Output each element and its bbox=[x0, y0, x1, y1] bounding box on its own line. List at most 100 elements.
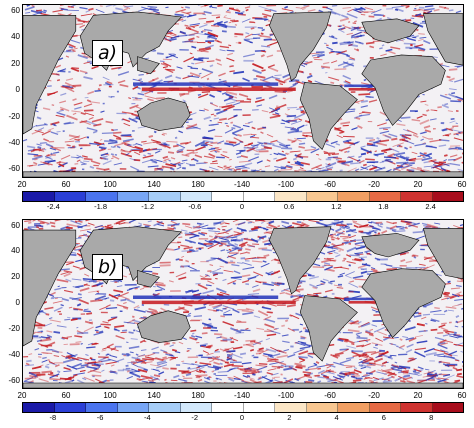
anomaly-streak bbox=[282, 340, 290, 344]
y-tick-label: -20 bbox=[8, 323, 20, 333]
colorbar-tick-label: -2 bbox=[191, 413, 199, 422]
anomaly-streak bbox=[25, 11, 31, 14]
anomaly-streak bbox=[101, 349, 107, 352]
anomaly-streak bbox=[450, 129, 463, 133]
anomaly-streak bbox=[305, 368, 310, 372]
anomaly-streak bbox=[105, 306, 118, 310]
anomaly-streak bbox=[99, 155, 108, 159]
anomaly-streak bbox=[340, 121, 351, 125]
anomaly-streak bbox=[156, 141, 167, 148]
anomaly-streak bbox=[370, 220, 380, 225]
anomaly-streak bbox=[186, 250, 192, 254]
anomaly-streak bbox=[296, 137, 306, 140]
anomaly-streak bbox=[153, 10, 161, 14]
colorbar-tick-label: -1.2 bbox=[141, 202, 155, 211]
anomaly-streak bbox=[181, 153, 190, 157]
anomaly-streak bbox=[403, 42, 416, 45]
anomaly-streak bbox=[169, 357, 175, 361]
anomaly-streak bbox=[374, 152, 385, 156]
anomaly-streak bbox=[331, 5, 338, 7]
anomaly-streak bbox=[122, 329, 128, 332]
anomaly-streak bbox=[277, 276, 282, 279]
anomaly-streak bbox=[260, 131, 264, 134]
anomaly-streak bbox=[224, 128, 234, 134]
anomaly-streak bbox=[163, 351, 168, 354]
y-tick-label: 40 bbox=[11, 246, 20, 256]
anomaly-streak bbox=[453, 131, 463, 136]
anomaly-streak bbox=[355, 99, 364, 103]
anomaly-streak bbox=[385, 264, 393, 267]
anomaly-streak bbox=[350, 375, 358, 379]
anomaly-streak bbox=[208, 318, 212, 321]
anomaly-streak bbox=[443, 355, 455, 360]
landmass bbox=[137, 269, 160, 288]
anomaly-streak bbox=[223, 269, 234, 273]
anomaly-streak bbox=[236, 320, 242, 322]
anomaly-streak bbox=[274, 112, 280, 115]
anomaly-streak bbox=[454, 359, 460, 362]
anomaly-streak bbox=[204, 143, 213, 147]
anomaly-streak bbox=[384, 159, 393, 163]
anomaly-streak bbox=[311, 164, 323, 170]
anomaly-streak bbox=[26, 145, 36, 149]
anomaly-streak bbox=[424, 5, 434, 8]
anomaly-streak bbox=[222, 150, 228, 154]
anomaly-streak bbox=[86, 99, 92, 103]
anomaly-streak bbox=[132, 315, 135, 318]
anomaly-streak bbox=[391, 266, 402, 269]
anomaly-streak bbox=[154, 150, 161, 154]
anomaly-streak bbox=[242, 311, 254, 316]
anomaly-streak bbox=[227, 9, 230, 12]
anomaly-streak bbox=[333, 284, 342, 287]
anomaly-streak bbox=[234, 247, 241, 251]
anomaly-streak bbox=[162, 66, 168, 69]
anomaly-streak bbox=[256, 104, 263, 107]
anomaly-streak bbox=[174, 13, 184, 17]
anomaly-streak bbox=[78, 234, 88, 237]
anomaly-streak bbox=[260, 54, 265, 58]
anomaly-streak bbox=[110, 146, 115, 149]
anomaly-streak bbox=[136, 354, 146, 358]
anomaly-streak bbox=[208, 240, 220, 244]
anomaly-streak bbox=[354, 168, 360, 172]
anomaly-streak bbox=[181, 371, 192, 375]
anomaly-streak bbox=[91, 65, 99, 70]
anomaly-streak bbox=[252, 288, 261, 293]
anomaly-streak bbox=[379, 161, 385, 164]
anomaly-streak bbox=[245, 339, 256, 342]
anomaly-streak bbox=[382, 133, 392, 139]
anomaly-streak bbox=[354, 259, 361, 262]
anomaly-streak bbox=[356, 334, 361, 338]
anomaly-streak bbox=[406, 343, 414, 348]
anomaly-streak bbox=[139, 339, 146, 344]
anomaly-streak bbox=[173, 226, 177, 230]
anomaly-streak bbox=[225, 222, 230, 225]
anomaly-streak bbox=[251, 370, 260, 374]
anomaly-streak bbox=[141, 380, 149, 383]
anomaly-streak bbox=[208, 303, 215, 307]
anomaly-streak bbox=[33, 161, 38, 165]
anomaly-streak bbox=[250, 348, 255, 352]
anomaly-streak bbox=[226, 350, 236, 353]
anomaly-streak bbox=[152, 368, 161, 372]
anomaly-streak bbox=[143, 154, 147, 157]
anomaly-streak bbox=[100, 323, 111, 326]
anomaly-streak bbox=[439, 94, 452, 100]
anomaly-streak bbox=[360, 361, 373, 365]
anomaly-streak bbox=[60, 304, 64, 307]
anomaly-streak bbox=[233, 231, 240, 234]
map-b bbox=[22, 219, 464, 389]
anomaly-streak bbox=[425, 368, 430, 371]
anomaly-streak bbox=[242, 262, 252, 266]
anomaly-streak bbox=[75, 285, 84, 288]
anomaly-streak bbox=[271, 365, 284, 368]
anomaly-streak bbox=[229, 340, 235, 343]
anomaly-streak bbox=[164, 74, 173, 79]
anomaly-streak bbox=[181, 19, 187, 22]
anomaly-streak bbox=[274, 165, 286, 170]
anomaly-streak bbox=[215, 287, 227, 294]
anomaly-streak bbox=[70, 318, 78, 322]
x-tick-label: -100 bbox=[277, 391, 295, 400]
anomaly-streak bbox=[331, 247, 338, 250]
anomaly-streak bbox=[362, 163, 367, 167]
